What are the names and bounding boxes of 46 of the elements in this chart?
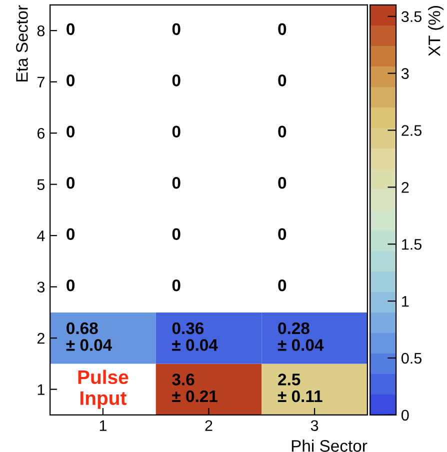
x-axis-title: Phi Sector — [292, 440, 368, 452]
x-tick-label: 3 — [310, 420, 318, 432]
color-bar-title: XT (%) — [428, 6, 444, 56]
data-label: 3.6 ± 0.21 — [172, 374, 218, 402]
text: 0 — [278, 126, 286, 138]
text: 0 — [278, 23, 286, 36]
text: 0 — [172, 23, 180, 36]
y-tick-label: 3 — [37, 282, 45, 293]
color-bar-label: 3.5 — [401, 11, 422, 22]
y-axis-title: Eta Sector — [16, 5, 28, 82]
color-bar-label: 0.5 — [402, 352, 422, 364]
color-bar-label: 2 — [402, 182, 409, 193]
annotation: Pulse Input — [78, 370, 128, 409]
text: 0 — [278, 279, 286, 292]
data-label: 2.5 ± 0.11 — [278, 374, 322, 402]
text: 0 — [172, 126, 180, 138]
color-bar-label: 2.5 — [402, 125, 422, 136]
text: 0 — [278, 74, 286, 86]
text: 0 — [66, 74, 75, 86]
data-label: 0.68 ± 0.04 — [66, 322, 112, 351]
color-bar-label: 3 — [401, 68, 409, 79]
text: 0 — [66, 23, 75, 36]
text: 0 — [278, 228, 286, 240]
y-tick-label: 4 — [37, 230, 45, 242]
x-tick-label: 2 — [205, 420, 212, 431]
y-tick-label: 1 — [38, 384, 44, 395]
text: 0 — [66, 228, 75, 240]
color-bar-label: 1.5 — [402, 239, 422, 250]
y-tick-label: 7 — [37, 76, 44, 88]
data-label: 0.36 ± 0.04 — [172, 322, 218, 351]
text: 0 — [172, 228, 180, 240]
y-tick-label: 6 — [37, 128, 45, 139]
x-tick-label: 1 — [100, 420, 106, 431]
text: 0 — [172, 279, 180, 292]
y-tick-label: 8 — [37, 25, 45, 36]
text: 0 — [172, 177, 180, 189]
color-bar-label: 0 — [402, 410, 409, 421]
data-label: 0.28 ± 0.04 — [278, 322, 324, 351]
text: 0 — [172, 74, 180, 86]
color-bar-label: 1 — [402, 296, 409, 307]
y-tick-label: 5 — [37, 179, 45, 190]
text: 0 — [66, 126, 75, 138]
text: 0 — [66, 177, 75, 189]
y-tick-label: 2 — [37, 332, 44, 344]
text: 0 — [66, 279, 75, 292]
text: 0 — [278, 177, 286, 189]
